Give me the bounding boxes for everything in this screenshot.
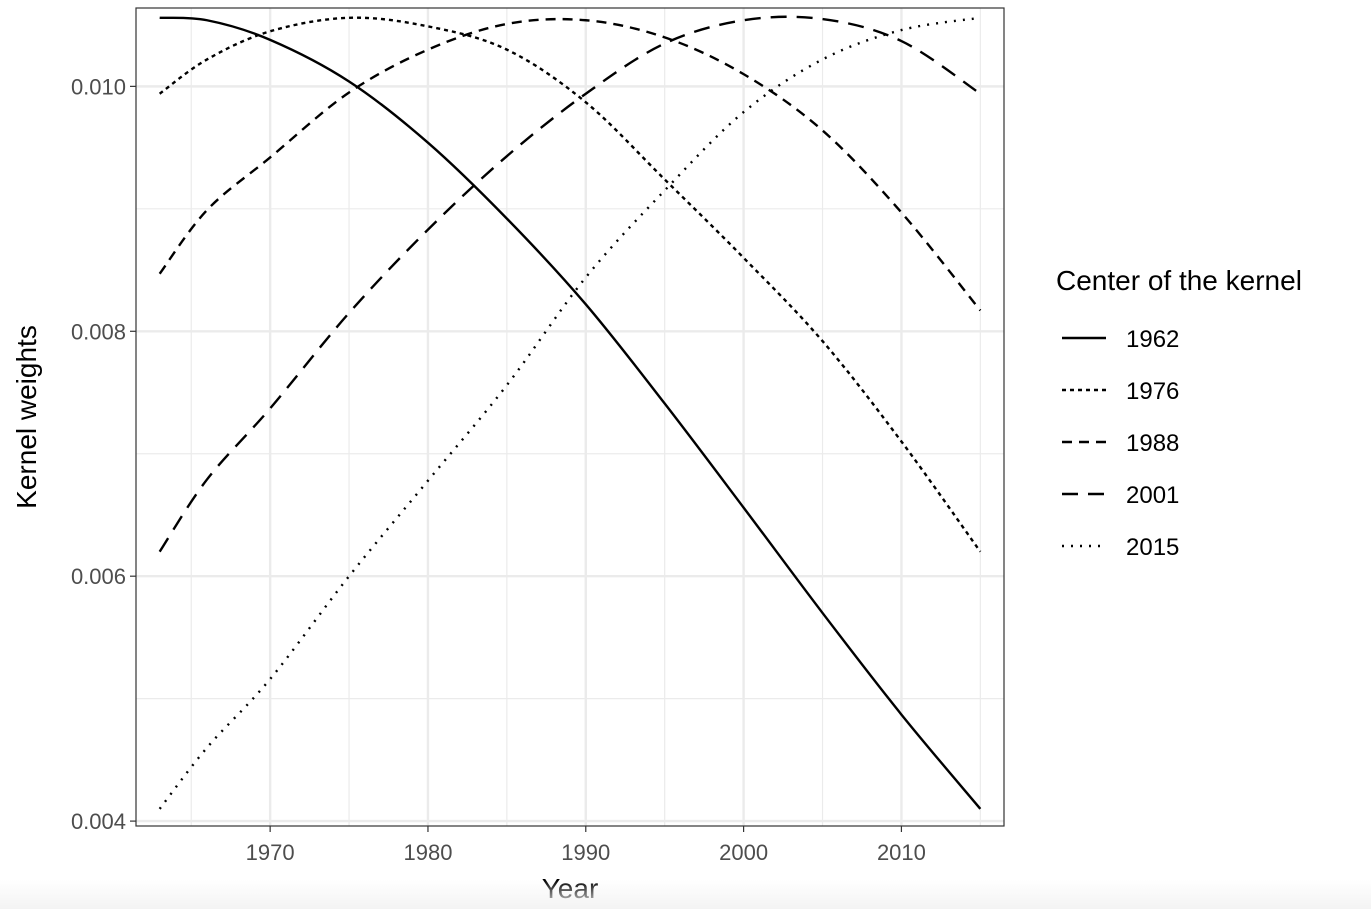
legend-label-2001: 2001 (1126, 482, 1179, 509)
y-axis-title: Kernel weights (11, 325, 42, 509)
series-line-1962 (159, 16, 982, 810)
series-line-1976 (158, 16, 982, 553)
legend: Center of the kernel 1962 1976 1988 2001 201… (1056, 265, 1302, 561)
legend-label-1988: 1988 (1126, 430, 1179, 457)
y-tick-label: 0.006 (71, 564, 126, 589)
x-tick-label: 1980 (403, 840, 452, 865)
legend-title: Center of the kernel (1056, 265, 1302, 296)
series-line-2001 (158, 15, 981, 553)
plot-panel-border (135, 7, 1005, 827)
x-tick-label: 2010 (877, 840, 926, 865)
x-tick-label: 1990 (561, 840, 610, 865)
series-line-2015 (158, 16, 981, 810)
legend-items: 1962 1976 1988 2001 2015 (1062, 326, 1179, 561)
series-line-1988 (158, 17, 982, 312)
x-tick-label: 1970 (246, 840, 295, 865)
legend-label-2015: 2015 (1126, 534, 1179, 561)
y-axis: 0.004 0.006 0.008 0.010 (71, 74, 136, 834)
x-tick-label: 2000 (719, 840, 768, 865)
legend-label-1976: 1976 (1126, 378, 1179, 405)
x-axis-title: Year (542, 873, 599, 904)
y-tick-label: 0.010 (71, 74, 126, 99)
legend-label-1962: 1962 (1126, 326, 1179, 353)
grid-lines (136, 8, 1004, 826)
x-axis: 1970 1980 1990 2000 2010 (246, 826, 926, 865)
y-tick-label: 0.004 (71, 809, 126, 834)
y-tick-label: 0.008 (71, 319, 126, 344)
series-lines (158, 15, 982, 810)
